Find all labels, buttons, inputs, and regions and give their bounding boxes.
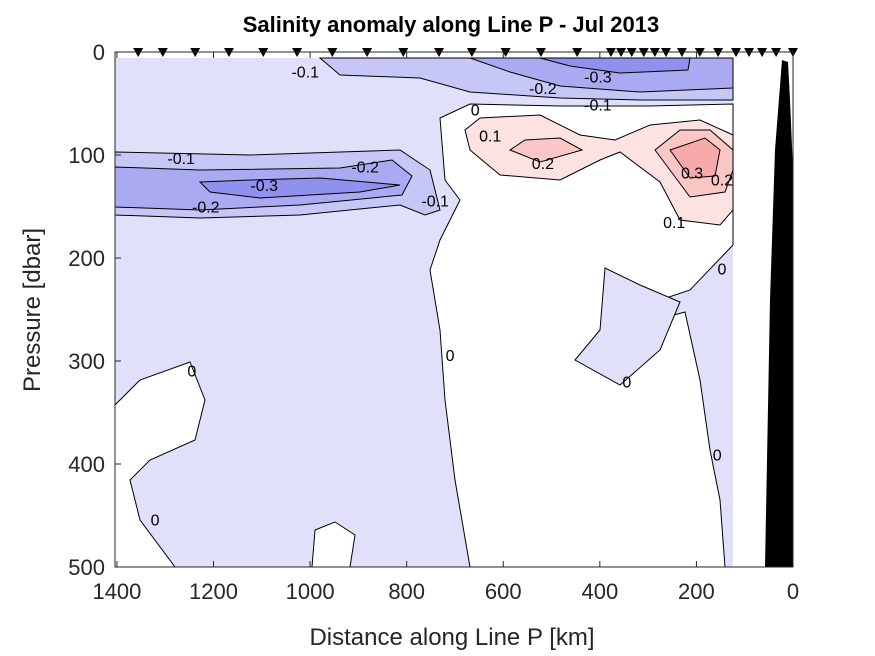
contour-label: 0 (471, 103, 480, 120)
contour-label: -0.1 (167, 151, 195, 168)
contour-labels: -0.1 -0.3 -0.2 -0.1 0 0.1 0.2 0.3 0.2 0.1 -0.1 -0.2… (151, 65, 734, 530)
y-tick-label: 300 (68, 349, 105, 374)
y-axis-label: Pressure [dbar] (19, 228, 46, 392)
contour-label: 0 (718, 261, 727, 278)
contour-label: -0.2 (192, 200, 220, 217)
chart-title: Salinity anomaly along Line P - Jul 2013 (243, 12, 660, 37)
y-tick-label: 500 (68, 555, 105, 580)
x-tick-label: 1400 (92, 579, 141, 604)
x-tick-label: 0 (787, 579, 799, 604)
x-tick-label: 1000 (286, 579, 335, 604)
y-tick-label: 100 (68, 143, 105, 168)
contour-label: 0.2 (532, 156, 554, 173)
contour-label: 0 (622, 375, 631, 392)
fill-neg-0-island (574, 267, 681, 386)
contour-fills (114, 57, 793, 568)
contour-label: 0 (713, 448, 722, 465)
contour-label: 0 (151, 513, 160, 530)
contour-label: 0.1 (663, 215, 685, 232)
contour-label: -0.1 (584, 98, 612, 115)
contour-label: -0.3 (250, 178, 278, 195)
contour-label: 0 (446, 348, 455, 365)
fill-pos-3 (669, 137, 721, 179)
x-axis-label: Distance along Line P [km] (309, 624, 594, 651)
x-tick-label: 600 (485, 579, 522, 604)
y-tick-label: 0 (93, 40, 105, 65)
fill-pos-2-left (508, 137, 584, 163)
fill-pos-0-main (429, 103, 734, 568)
contour-label: -0.2 (529, 81, 557, 98)
plot-frame (114, 51, 794, 568)
contour-label: 0.2 (711, 173, 733, 190)
contour-label: 0 (187, 363, 196, 380)
y-tick-label: 400 (68, 452, 105, 477)
land-mask (765, 60, 793, 567)
contour-label: 0.3 (681, 166, 703, 183)
x-tick-label: 800 (388, 579, 425, 604)
contour-label: -0.2 (351, 159, 379, 176)
x-tick-label: 400 (581, 579, 618, 604)
contour-label: -0.1 (421, 193, 449, 210)
x-tick-label: 1200 (189, 579, 238, 604)
contour-label: -0.3 (584, 70, 612, 87)
contour-label: -0.1 (291, 65, 319, 82)
contour-label: 0.1 (479, 128, 501, 145)
y-tick-label: 200 (68, 246, 105, 271)
x-tick-label: 200 (678, 579, 715, 604)
axes: 1400 1200 1000 800 600 400 200 0 0 100 200 300 400 50… (68, 40, 799, 604)
fill-neg-3-top (539, 57, 691, 74)
fill-neg-3-left (198, 177, 401, 199)
